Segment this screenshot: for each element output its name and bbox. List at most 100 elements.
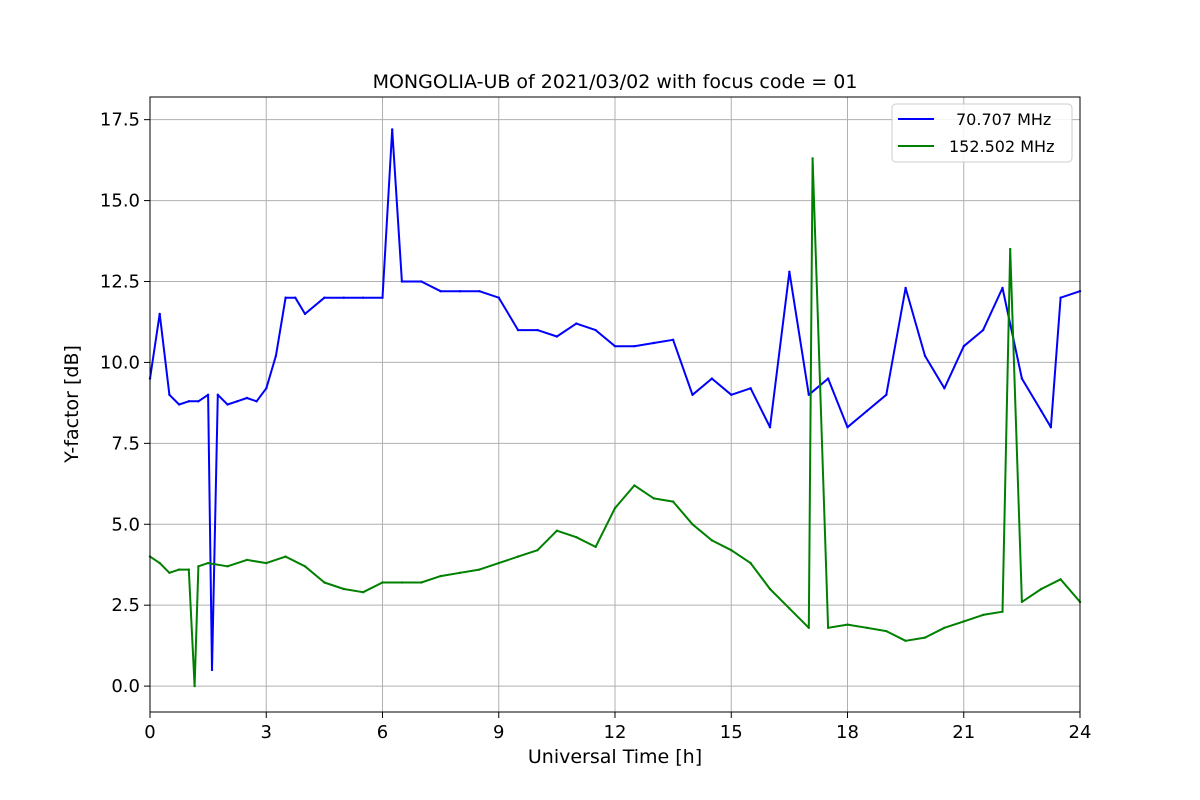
x-tick-label: 21 <box>952 722 975 743</box>
data-point <box>730 549 733 552</box>
data-point <box>943 626 946 629</box>
data-point <box>284 555 287 558</box>
data-point <box>187 400 190 403</box>
data-point <box>342 296 345 299</box>
data-point <box>788 607 791 610</box>
x-tick-label: 9 <box>493 722 504 743</box>
data-point <box>943 387 946 390</box>
data-point <box>158 312 161 316</box>
data-point <box>904 286 907 290</box>
data-point <box>177 403 181 406</box>
legend: 70.707 MHz 152.502 MHz <box>891 103 1073 163</box>
data-point <box>168 393 171 396</box>
data-point <box>323 581 326 584</box>
data-point <box>206 393 210 396</box>
data-point <box>1009 247 1012 251</box>
data-point <box>342 587 345 591</box>
data-point <box>381 296 384 299</box>
data-point <box>197 565 200 568</box>
series-layer <box>148 128 1082 688</box>
data-point <box>458 571 462 574</box>
data-point <box>226 565 229 568</box>
data-point <box>885 393 888 396</box>
data-point <box>923 636 927 639</box>
data-point <box>613 506 617 510</box>
data-point <box>768 587 772 591</box>
data-point <box>652 497 655 500</box>
data-point <box>885 629 888 633</box>
data-point <box>458 290 462 293</box>
data-point <box>807 626 810 629</box>
data-point <box>274 354 278 358</box>
data-point <box>439 574 442 578</box>
data-point <box>1059 296 1062 299</box>
data-point <box>846 426 849 429</box>
data-point <box>575 322 578 325</box>
x-tick-label: 12 <box>604 722 627 743</box>
data-point <box>1059 578 1062 581</box>
data-point <box>1001 286 1004 290</box>
data-point <box>210 668 214 672</box>
data-point <box>206 561 210 565</box>
y-axis-label: Y-factor [dB] <box>61 345 83 464</box>
data-point <box>788 270 791 273</box>
legend-box <box>891 103 1073 163</box>
data-point <box>226 403 229 406</box>
x-tick-label: 18 <box>836 722 859 743</box>
data-point <box>1020 600 1024 604</box>
y-tick-label: 12.5 <box>100 272 140 293</box>
data-point <box>497 296 500 299</box>
data-point <box>981 328 985 332</box>
data-point <box>391 128 394 131</box>
data-point <box>826 626 830 629</box>
data-point <box>255 400 258 403</box>
data-point <box>633 484 636 487</box>
data-point <box>768 426 772 429</box>
data-point <box>245 396 249 400</box>
data-point <box>923 354 927 358</box>
data-point <box>555 335 559 338</box>
y-tick-label: 2.5 <box>111 595 140 616</box>
data-point <box>671 338 675 341</box>
data-point <box>981 613 985 617</box>
data-point <box>536 549 539 552</box>
data-point <box>710 539 714 542</box>
data-point <box>749 561 752 565</box>
ticks: 0 3 6 9 12 15 18 21 24 0.0 2.5 5.0 7.5 10.0 12.5 15.0 17… <box>100 110 1092 743</box>
data-point <box>962 345 965 348</box>
x-tick-label: 6 <box>377 722 388 743</box>
data-point <box>245 558 249 562</box>
data-point <box>361 296 365 299</box>
data-point <box>1040 587 1043 591</box>
data-point <box>478 568 481 571</box>
data-point <box>710 377 714 380</box>
data-point <box>516 328 520 332</box>
y-tick-label: 10.0 <box>100 352 140 373</box>
legend-label-series-2: 152.502 MHz <box>949 137 1054 156</box>
data-point <box>652 341 655 345</box>
y-tick-label: 15.0 <box>100 191 140 212</box>
data-point <box>400 581 404 584</box>
y-tick-label: 17.5 <box>100 110 140 131</box>
x-tick-label: 0 <box>144 722 155 743</box>
y-tick-label: 0.0 <box>111 676 140 697</box>
data-point <box>1001 610 1004 613</box>
data-point <box>904 639 907 642</box>
series-line-1 <box>149 128 1081 671</box>
data-point <box>265 387 268 390</box>
data-point <box>216 393 219 396</box>
data-point <box>633 345 636 348</box>
data-point <box>594 545 597 549</box>
data-point <box>691 523 694 526</box>
data-point <box>158 561 161 565</box>
data-point <box>497 561 500 565</box>
data-point <box>516 555 520 558</box>
data-point <box>478 290 481 293</box>
x-axis-label: Universal Time [h] <box>528 746 702 768</box>
data-point <box>177 568 181 571</box>
data-point <box>381 581 384 584</box>
legend-label-series-1: 70.707 MHz <box>956 110 1051 129</box>
data-point <box>536 328 539 332</box>
data-point <box>811 157 814 160</box>
